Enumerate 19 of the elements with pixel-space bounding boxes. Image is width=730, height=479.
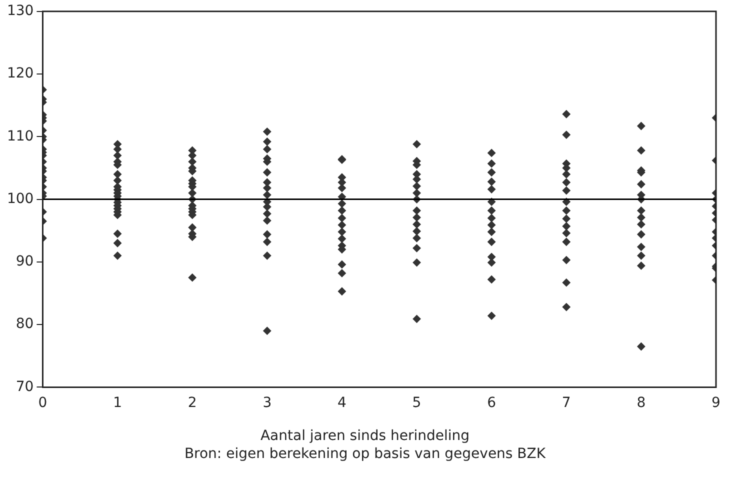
y-tick-label: 80 xyxy=(16,316,34,332)
y-tick-label: 120 xyxy=(6,66,34,82)
x-tick-label: 9 xyxy=(712,395,720,412)
x-tick-label: 3 xyxy=(262,395,272,412)
x-tick-label: 4 xyxy=(337,395,346,412)
x-tick-label: 7 xyxy=(562,395,571,412)
y-tick-label: 90 xyxy=(16,254,34,270)
y-tick-label: 100 xyxy=(6,190,34,207)
x-tick-label: 0 xyxy=(38,395,48,412)
text: Bron: eigen berekening op basis van gegevens BZK xyxy=(183,446,547,462)
y-tick-label: 110 xyxy=(6,128,34,144)
x-tick-label: 2 xyxy=(188,395,197,412)
y-tick-label: 70 xyxy=(16,378,34,395)
x-tick-label: 8 xyxy=(636,395,646,412)
x-tick-label: 5 xyxy=(412,395,422,412)
y-tick-label: 130 xyxy=(6,3,34,20)
x-tick-label: 1 xyxy=(113,395,122,412)
x-tick-label: 6 xyxy=(487,395,496,412)
x-axis-title: Aantal jaren sinds herindeling xyxy=(259,428,471,444)
